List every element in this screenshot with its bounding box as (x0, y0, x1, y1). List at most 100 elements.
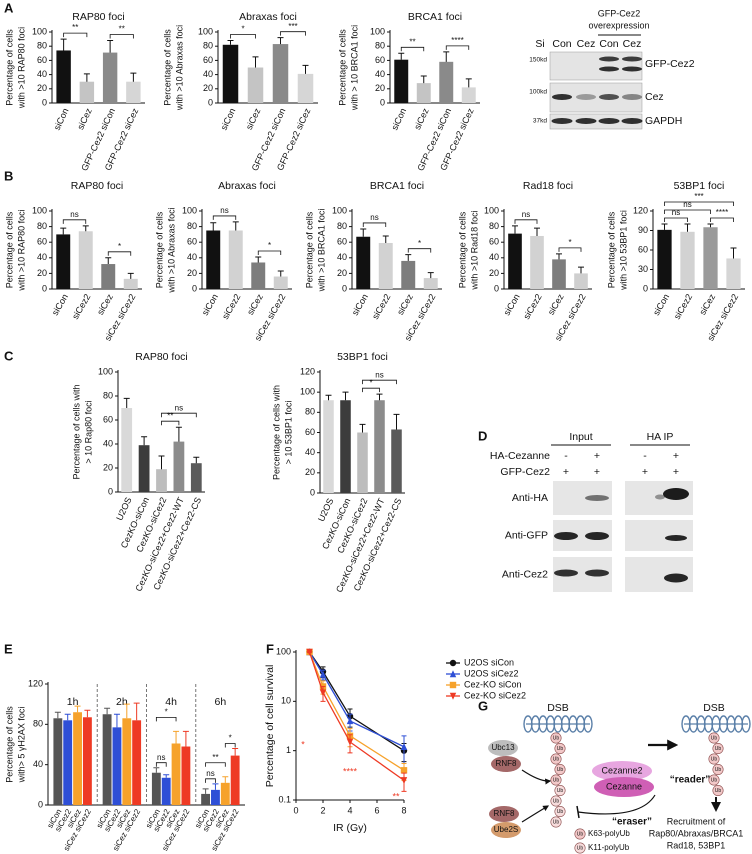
marker (400, 742, 408, 750)
bar (391, 429, 402, 493)
protein (491, 756, 521, 772)
protein-label: Cezanne (606, 781, 642, 791)
error-bar (302, 64, 309, 74)
blot-band (622, 94, 642, 100)
significance-bracket (212, 215, 237, 220)
panel-label: F (266, 641, 274, 656)
blot-band (663, 488, 689, 500)
x-tick-label: 0 (293, 805, 298, 815)
legend-marker (449, 659, 457, 667)
y-axis-label: with >10 RAP80 foci (16, 209, 26, 291)
significance-label: * (268, 241, 271, 250)
y-axis-label: with > 10 BRCA1 foci (349, 25, 359, 111)
group-label: 4h (165, 696, 177, 708)
blot-band (585, 569, 609, 577)
blot-background (549, 51, 643, 81)
legend-marker (449, 692, 457, 700)
y-tick-label: 0 (38, 799, 43, 809)
significance-bracket (710, 217, 734, 222)
x-tick-label: siCez2 (672, 292, 694, 321)
bar (63, 720, 73, 805)
error-bar (107, 40, 114, 53)
x-tick-label: siCez2 (370, 292, 392, 321)
panel-label: B (4, 168, 13, 183)
significance-bracket (400, 46, 425, 52)
x-axis-label: IR (Gy) (333, 822, 367, 834)
ubiquitin (712, 742, 724, 754)
ubiquitin (550, 753, 562, 765)
bar (680, 231, 695, 289)
band-label: Anti-GFP (505, 529, 548, 541)
y-tick-label: 60 (305, 427, 315, 437)
blot-band (575, 118, 597, 124)
error-bar (105, 257, 112, 265)
y-tick-label: 40 (337, 252, 347, 262)
marker (400, 767, 408, 774)
marker (346, 738, 354, 746)
y-axis-label: Percentage of cells (606, 211, 616, 288)
y-tick-label: 20 (375, 83, 385, 93)
bar (574, 273, 588, 289)
bar (122, 718, 132, 805)
ubiquitin (550, 795, 562, 807)
y-axis-label: with >10 Rad18 foci (469, 210, 479, 290)
error-bar (443, 51, 450, 62)
marker (306, 648, 313, 656)
error-bar (133, 702, 140, 721)
group-label: Input (569, 431, 592, 443)
protein-label: Cezanne2 (601, 765, 642, 775)
y-tick-label: 90 (638, 225, 648, 235)
y-axis-label: Percentage of cells (162, 29, 172, 106)
ubiquitin (708, 753, 720, 765)
significance-label: * (118, 242, 121, 251)
bar (211, 789, 220, 805)
role-label: “reader” (670, 775, 711, 786)
error-bar (398, 52, 405, 60)
y-tick-label: 80 (375, 41, 385, 51)
significance-bracket (107, 251, 132, 256)
error-bar (182, 730, 189, 747)
error-bar (64, 713, 71, 721)
marker (319, 689, 327, 697)
y-tick-label: 40 (305, 447, 315, 457)
ubiquitin-label: Ub (557, 767, 564, 773)
y-tick-label: 100 (276, 646, 291, 656)
blot-band (622, 66, 642, 72)
protein (488, 740, 518, 756)
significance-bracket (664, 209, 711, 214)
ubiquitin (574, 842, 586, 854)
y-tick-label: 80 (489, 221, 499, 231)
error-bar (163, 774, 170, 778)
error-bar (202, 788, 209, 794)
group-label: 2h (116, 696, 128, 708)
ubiquitin-label: Ub (715, 767, 722, 773)
y-tick-label: 80 (187, 221, 197, 231)
chart-title: RAP80 foci (135, 351, 188, 363)
bar (101, 264, 116, 289)
y-tick-label: 30 (638, 264, 648, 274)
y-axis-label: Percentage of cells with (271, 385, 281, 480)
error-bar (232, 221, 239, 231)
error-bar (707, 223, 714, 228)
blot-band (598, 118, 620, 124)
significance-bracket (161, 412, 197, 418)
protein-label: Ube2S (494, 825, 518, 834)
significance-bracket (362, 379, 397, 385)
ubiquitin-label: Ub (715, 788, 722, 794)
marker-label: 37kd (533, 118, 547, 125)
bar (56, 50, 71, 103)
marker (319, 670, 327, 678)
lane-label: Si (535, 38, 544, 50)
significance-label: ** (167, 411, 173, 420)
y-tick-label: 0 (208, 97, 213, 107)
panel-label: E (4, 641, 13, 656)
y-tick-label: 0 (42, 97, 47, 107)
bar (222, 44, 239, 103)
ubiquitin-label: Ub (557, 809, 564, 815)
ubiquitin (712, 763, 724, 775)
significance-label: ns (70, 210, 78, 219)
error-bar (393, 413, 400, 430)
y-axis-label: Percentage of cell survival (264, 665, 276, 788)
error-bar (512, 225, 518, 234)
